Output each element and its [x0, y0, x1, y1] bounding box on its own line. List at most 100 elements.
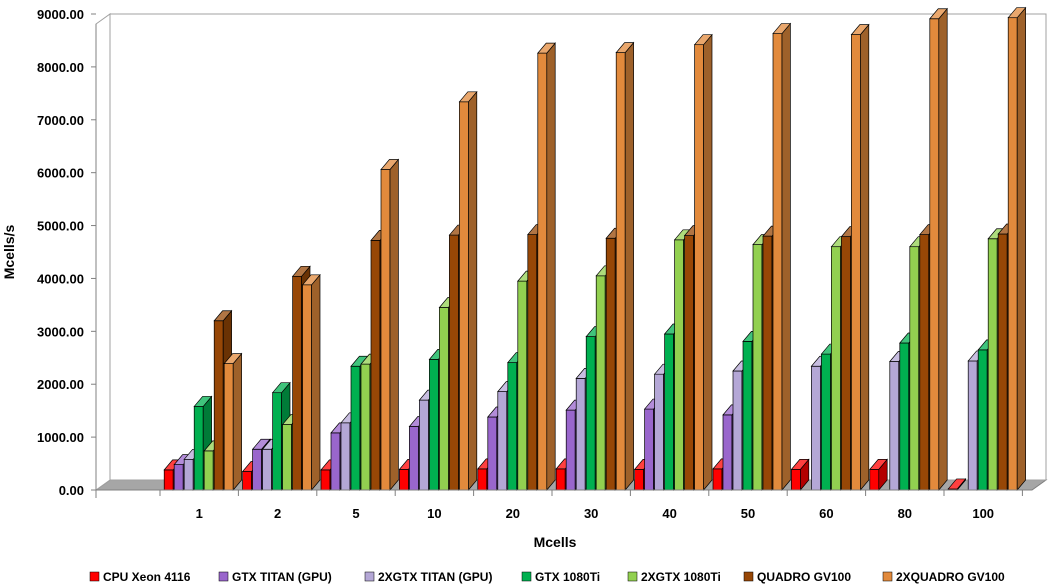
x-tick-label: 60 [819, 506, 833, 521]
bar-front [841, 236, 851, 491]
bar-front [527, 234, 538, 491]
bar-front [712, 468, 723, 491]
bar-side [311, 273, 321, 491]
bar-top [947, 478, 967, 490]
bar-front [634, 469, 644, 491]
bar-front [742, 341, 753, 491]
bar-top [193, 396, 213, 407]
bar-front [831, 246, 841, 491]
bar-front [302, 284, 312, 491]
bar-front [997, 233, 1008, 491]
bar-front [605, 237, 616, 491]
bar [380, 158, 400, 491]
bar-front [585, 336, 596, 491]
bar-front [380, 169, 391, 491]
legend-swatch [627, 571, 638, 582]
bar-front [967, 360, 978, 491]
bar-front [242, 471, 252, 491]
bar-front [213, 320, 224, 491]
bar-front [459, 101, 469, 491]
x-tick-label: 100 [972, 506, 994, 521]
bar [947, 477, 967, 491]
x-tick-label: 40 [662, 506, 676, 521]
bar [772, 22, 792, 491]
bar-top [869, 459, 888, 470]
bar-front [193, 406, 204, 491]
legend-item: 2XGTX 1080Ti [627, 570, 721, 584]
bar-front [183, 458, 194, 491]
legend-label: 2XGTX 1080Ti [641, 570, 721, 584]
x-tick-label: 5 [352, 506, 359, 521]
bar [301, 273, 321, 491]
bar-front [575, 378, 586, 491]
bar-front [732, 370, 743, 491]
y-tick-label: 7000.00 [37, 113, 84, 128]
bar-front [821, 353, 831, 491]
bar-front [684, 235, 694, 491]
bar [458, 90, 478, 491]
bar-front [615, 52, 626, 491]
bar-front [791, 469, 801, 491]
legend-item: QUADRO GV100 [743, 570, 851, 584]
y-tick-label: 3000.00 [37, 324, 84, 339]
bar-top [301, 274, 321, 286]
bar-front [654, 373, 664, 491]
bar-front [694, 44, 704, 491]
bar-front [439, 307, 449, 491]
bar-front [752, 244, 763, 491]
bar-top [772, 23, 792, 34]
bar-front [772, 33, 783, 491]
legend-item: GTX TITAN (GPU) [218, 570, 332, 584]
bar-front [889, 361, 900, 491]
bar [929, 7, 948, 491]
legend-label: CPU Xeon 4116 [103, 570, 191, 584]
bar-front [909, 246, 920, 491]
legend-item: 2XGTX TITAN (GPU) [364, 570, 492, 584]
bar-top [271, 382, 291, 394]
bar-front [409, 426, 419, 491]
bar-front [320, 469, 331, 491]
x-tick-label: 50 [741, 506, 755, 521]
bar-front [851, 34, 861, 491]
bar [223, 352, 243, 491]
bar-side [938, 7, 948, 491]
bar-front [674, 239, 684, 491]
x-tick-label: 10 [427, 506, 441, 521]
x-tick-label: 30 [584, 506, 598, 521]
bar-front [537, 52, 548, 491]
y-tick-label: 4000.00 [37, 271, 84, 286]
bar-front [919, 234, 930, 491]
bar-side [624, 41, 634, 491]
bar-front [487, 416, 498, 491]
bar-front [252, 448, 262, 491]
bar-top [929, 8, 948, 20]
bar-front [477, 468, 488, 491]
x-axis-title: Mcells [534, 534, 577, 550]
bar-front [762, 235, 773, 491]
legend-label: 2XQUADRO GV100 [896, 570, 1005, 584]
legend-item: 2XQUADRO GV100 [882, 570, 1005, 584]
bar-front [350, 365, 361, 491]
legend-label: 2XGTX TITAN (GPU) [378, 570, 492, 584]
bar-front [360, 363, 371, 491]
bar-top [693, 34, 713, 46]
bar-front [429, 359, 439, 491]
y-tick-label: 5000.00 [37, 219, 84, 234]
y-axis-title: Mcells/s [1, 225, 17, 280]
legend-swatch [218, 571, 229, 582]
x-tick-label: 1 [196, 506, 203, 521]
y-tick-label: 6000.00 [37, 166, 84, 181]
x-tick-label: 20 [506, 506, 520, 521]
bar-front [399, 469, 409, 491]
bar-front [869, 469, 880, 491]
bar-side [1016, 6, 1026, 491]
bar-side [703, 33, 713, 491]
bar-side [232, 352, 242, 491]
bar-front [929, 18, 940, 491]
bar-top [213, 310, 233, 322]
y-tick-label: 8000.00 [37, 60, 84, 75]
bar-front [899, 342, 910, 491]
bar-front [555, 468, 566, 491]
